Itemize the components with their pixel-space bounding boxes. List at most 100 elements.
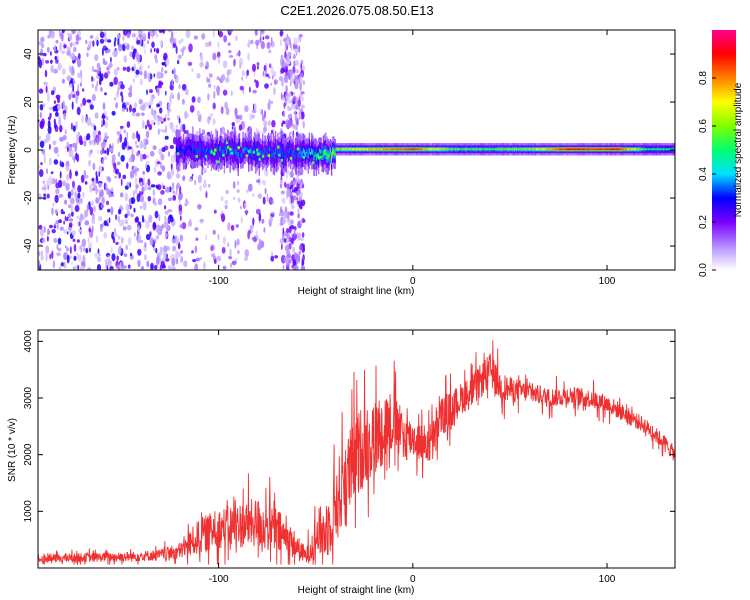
- noise-blob: [147, 186, 152, 191]
- signal-cell: [393, 148, 396, 151]
- signal-cell: [511, 148, 513, 151]
- noise-blob: [146, 260, 150, 268]
- noise-blob: [82, 97, 87, 106]
- colorbar-gradient: [712, 30, 736, 270]
- signal-cell: [642, 148, 644, 151]
- noise-blob: [288, 222, 291, 227]
- noise-blob: [132, 78, 135, 83]
- noise-blob: [266, 193, 269, 202]
- noise-blob: [289, 81, 292, 87]
- signal-cell: [436, 148, 439, 151]
- noise-blob: [55, 220, 60, 225]
- noise-blob: [101, 113, 105, 120]
- signal-cell: [397, 148, 399, 151]
- noise-blob: [217, 41, 220, 48]
- noise-blob: [47, 184, 50, 190]
- noise-blob: [53, 68, 58, 74]
- signal-cell: [219, 146, 221, 152]
- signal-cell: [665, 148, 667, 151]
- signal-cell: [339, 148, 341, 151]
- noise-blob: [287, 253, 292, 259]
- snr-x-ticks: -100 0 100: [209, 330, 616, 585]
- noise-blob: [152, 111, 157, 119]
- noise-blob: [103, 231, 107, 239]
- noise-blob: [171, 258, 176, 267]
- snr-marks: [38, 340, 675, 565]
- noise-blob: [68, 32, 73, 41]
- signal-cell: [527, 148, 530, 151]
- noise-blob: [300, 62, 303, 71]
- noise-blob: [91, 225, 94, 233]
- noise-blob: [137, 225, 140, 233]
- noise-blob: [260, 41, 265, 50]
- signal-cell: [244, 146, 246, 151]
- signal-cell: [302, 147, 305, 154]
- noise-blob: [74, 205, 80, 212]
- noise-blob: [261, 218, 265, 224]
- signal-cell: [645, 148, 647, 151]
- noise-blob: [45, 133, 51, 142]
- signal-cell: [494, 148, 496, 151]
- signal-cell: [342, 148, 344, 151]
- signal-cell: [365, 148, 368, 151]
- noise-blob: [100, 223, 104, 228]
- noise-blob: [224, 76, 230, 83]
- noise-blob: [293, 228, 296, 236]
- signal-spot: [212, 152, 216, 156]
- noise-blob: [57, 247, 62, 252]
- noise-blob: [132, 166, 138, 171]
- signal-cell: [391, 148, 393, 151]
- noise-blob: [248, 39, 251, 45]
- signal-cell: [384, 148, 386, 151]
- signal-cell: [333, 149, 335, 155]
- noise-blob: [293, 37, 298, 46]
- noise-blob: [227, 42, 231, 46]
- noise-blob: [179, 185, 182, 195]
- noise-blob: [110, 193, 115, 198]
- noise-blob: [292, 95, 297, 102]
- signal-cell: [499, 148, 502, 151]
- noise-blob: [118, 43, 123, 48]
- noise-blob: [65, 245, 67, 249]
- noise-blob: [283, 256, 288, 263]
- noise-blob: [153, 222, 157, 229]
- noise-blob: [158, 30, 163, 34]
- noise-blob: [99, 31, 105, 39]
- noise-blob: [63, 44, 67, 49]
- noise-blob: [97, 188, 101, 193]
- noise-blob: [263, 227, 266, 233]
- signal-cell: [549, 148, 552, 151]
- noise-blob: [294, 83, 299, 90]
- noise-blob: [203, 261, 206, 270]
- signal-cell: [552, 148, 554, 151]
- noise-blob: [45, 253, 48, 262]
- noise-blob: [292, 54, 296, 60]
- noise-blob: [249, 113, 253, 121]
- noise-blob: [292, 233, 298, 240]
- noise-blob: [90, 123, 95, 127]
- noise-blob: [144, 49, 146, 55]
- noise-blob: [150, 48, 152, 53]
- noise-blob: [285, 233, 289, 237]
- noise-blob: [74, 170, 79, 177]
- noise-blob: [231, 260, 237, 266]
- signal-cell: [287, 149, 290, 155]
- noise-blob: [177, 54, 182, 59]
- signal-cell: [483, 148, 485, 151]
- noise-blob: [126, 66, 131, 73]
- signal-cell: [608, 148, 610, 151]
- signal-cell: [251, 153, 253, 158]
- signal-cell: [446, 148, 448, 151]
- noise-blob: [120, 154, 125, 162]
- noise-blob: [234, 240, 237, 249]
- noise-blob: [181, 38, 184, 42]
- signal-cell: [421, 148, 424, 151]
- noise-blob: [175, 258, 179, 265]
- noise-blob: [118, 172, 121, 179]
- signal-cell: [369, 148, 371, 151]
- noise-blob: [129, 51, 133, 58]
- noise-blob: [92, 130, 96, 139]
- noise-blob: [141, 112, 145, 116]
- signal-cell: [429, 148, 432, 151]
- signal-cell: [574, 148, 576, 151]
